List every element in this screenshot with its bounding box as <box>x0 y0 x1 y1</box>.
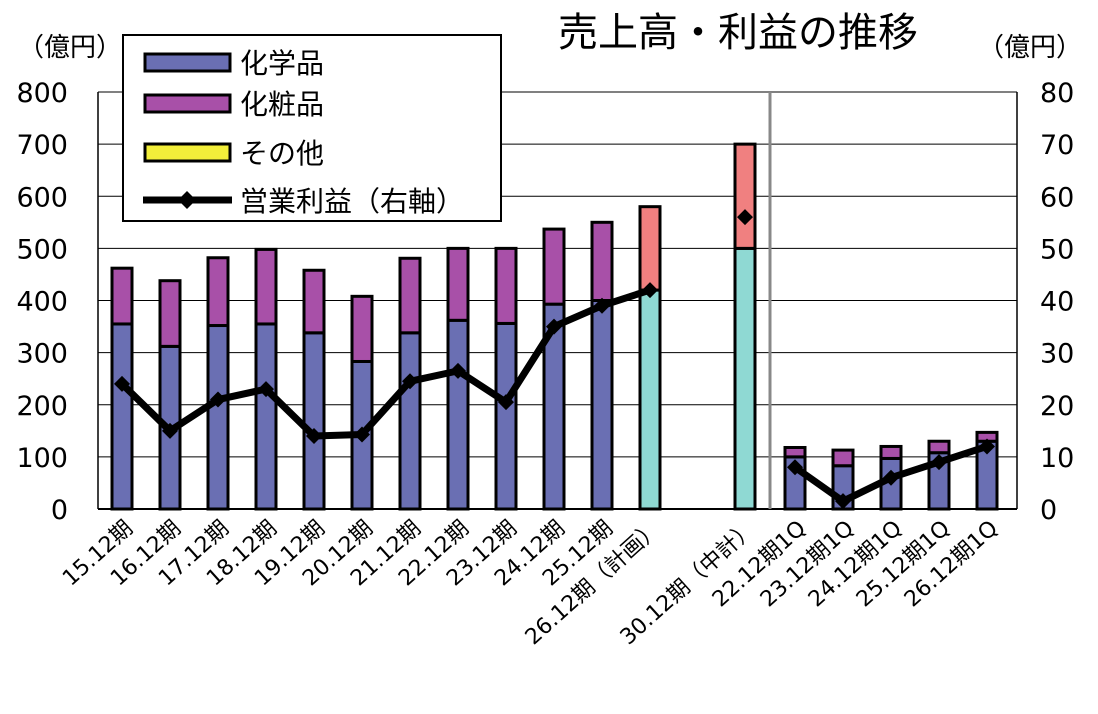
right-tick-label: 20 <box>1040 391 1074 422</box>
bar-segment-chem <box>254 322 278 511</box>
left-tick-label: 500 <box>16 234 68 265</box>
profit-line-series <box>114 209 995 510</box>
bar-segment-chem <box>494 321 518 511</box>
profit-point <box>787 459 803 476</box>
bar-segment-cosme <box>590 220 614 302</box>
profit-point <box>594 297 610 314</box>
profit-point <box>835 493 851 510</box>
bar-segment-cosme <box>110 266 134 326</box>
bar-segment-chem <box>398 331 422 511</box>
legend-label: その他 <box>240 137 324 170</box>
right-axis-ticks: 0 10 20 30 40 50 60 70 80 <box>1040 78 1074 526</box>
bar-segment-cosme <box>542 227 566 306</box>
bar-segment-cosme <box>398 256 422 335</box>
legend-label: 化粧品 <box>240 88 324 121</box>
left-axis-ticks: 0 100 200 300 400 500 600 700 800 <box>16 78 68 526</box>
profit-point <box>546 318 562 335</box>
bar-segment-chem <box>302 331 326 511</box>
profit-point <box>402 373 418 390</box>
profit-point <box>258 381 274 398</box>
legend-swatch <box>143 142 232 163</box>
right-tick-label: 0 <box>1040 495 1057 526</box>
profit-point <box>931 454 947 471</box>
x-axis-labels: 15.12期16.12期17.12期18.12期19.12期20.12期21.1… <box>58 516 1003 650</box>
bar-segment-cosme <box>350 294 374 363</box>
right-tick-label: 50 <box>1040 234 1074 265</box>
bar-segment-cosme <box>783 445 807 459</box>
bar-segment-cosme <box>494 246 518 325</box>
bar-plan-base <box>638 288 662 511</box>
left-axis-unit: （億円） <box>18 33 122 63</box>
left-tick-label: 800 <box>16 78 68 109</box>
bar-segment-cosme <box>927 439 951 455</box>
profit-point <box>450 362 466 379</box>
right-tick-label: 60 <box>1040 182 1074 213</box>
bar-segment-cosme <box>879 444 903 460</box>
bar-segment-chem <box>446 318 470 511</box>
right-axis-unit: （億円） <box>978 33 1082 63</box>
legend-swatch <box>143 52 232 73</box>
right-tick-label: 70 <box>1040 130 1074 161</box>
profit-point <box>737 209 753 226</box>
profit-point <box>883 469 899 486</box>
profit-line <box>119 286 652 440</box>
right-tick-label: 30 <box>1040 339 1074 370</box>
legend-swatch <box>143 93 232 114</box>
bar-plan-base <box>733 246 757 511</box>
bar-segment-chem <box>590 299 614 511</box>
bar-segment-cosme <box>446 246 470 322</box>
right-tick-label: 40 <box>1040 287 1074 318</box>
right-tick-label: 10 <box>1040 443 1074 474</box>
bar-segment-cosme <box>302 268 326 335</box>
profit-point <box>642 282 658 299</box>
bar-segment-chem <box>206 324 230 511</box>
bar-segment-cosme <box>254 247 278 326</box>
profit-point <box>114 375 130 392</box>
left-tick-label: 0 <box>51 495 68 526</box>
right-tick-label: 80 <box>1040 78 1074 109</box>
left-tick-label: 600 <box>16 182 68 213</box>
bar-series <box>110 142 999 511</box>
bar-segment-cosme <box>831 448 855 468</box>
profit-point <box>210 391 226 408</box>
profit-point <box>354 426 370 443</box>
bar-plan-top <box>638 205 662 292</box>
legend-label: 営業利益（右軸） <box>240 185 464 218</box>
profit-point <box>306 428 322 445</box>
legend-label: 化学品 <box>240 47 324 80</box>
left-tick-label: 400 <box>16 287 68 318</box>
left-tick-label: 300 <box>16 339 68 370</box>
bar-segment-cosme <box>206 256 230 328</box>
left-tick-label: 100 <box>16 443 68 474</box>
bar-segment-chem <box>110 322 134 511</box>
left-tick-label: 700 <box>16 130 68 161</box>
profit-point <box>979 438 995 455</box>
bar-segment-cosme <box>158 279 182 348</box>
profit-point <box>162 422 178 439</box>
chart-title: 売上高・利益の推移 <box>558 10 918 56</box>
left-tick-label: 200 <box>16 391 68 422</box>
profit-point <box>498 394 514 411</box>
legend-marker <box>178 191 196 209</box>
bar-plan-top <box>733 142 757 250</box>
